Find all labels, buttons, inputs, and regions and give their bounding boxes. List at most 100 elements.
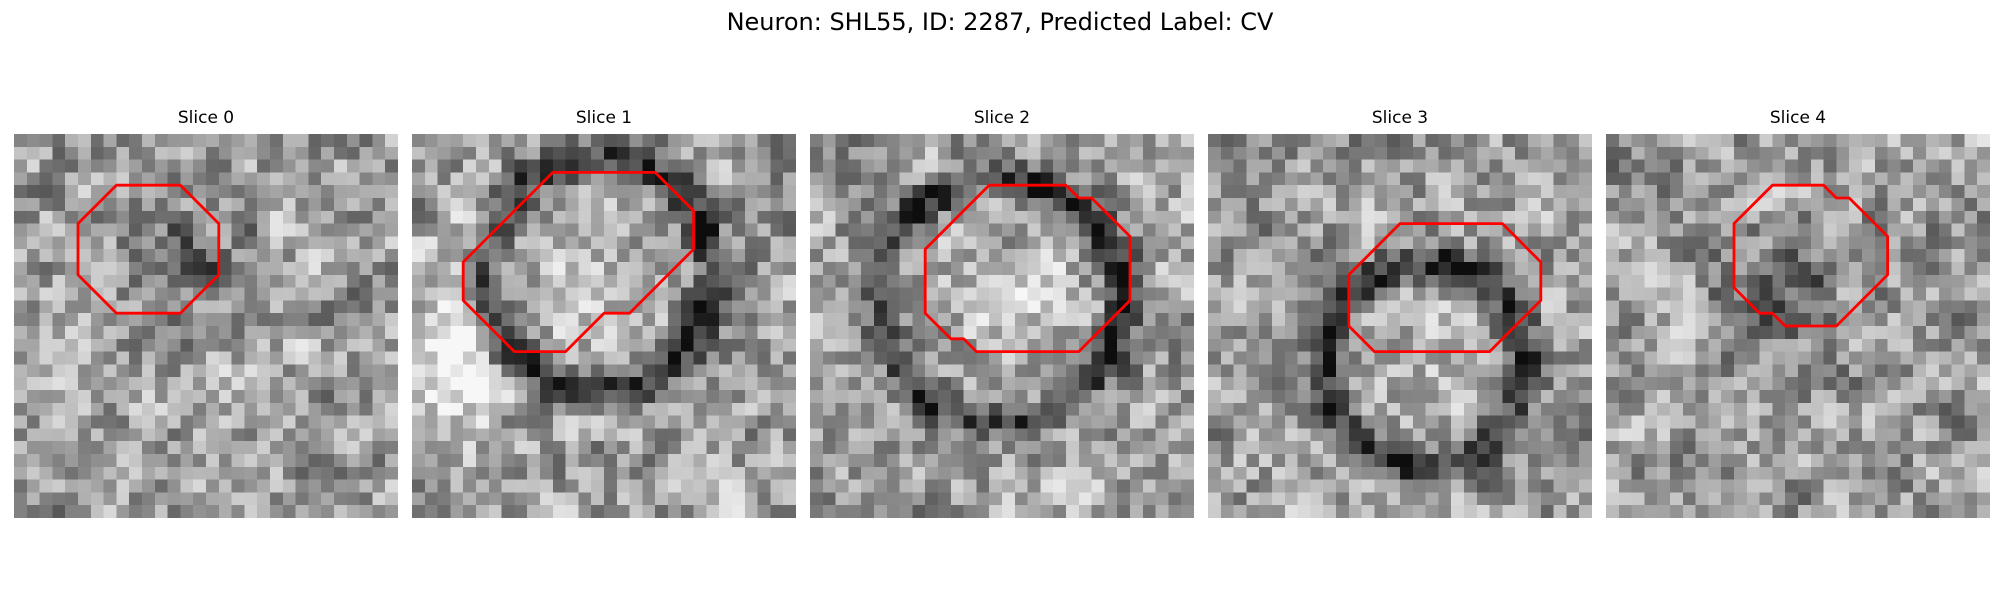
pixel [1798, 236, 1812, 250]
pixel [861, 249, 875, 263]
pixel [1849, 505, 1863, 518]
pixel [744, 274, 758, 288]
pixel [835, 249, 849, 263]
pixel [244, 505, 258, 518]
pixel [1849, 377, 1863, 391]
pixel [346, 338, 360, 352]
pixel [1412, 441, 1426, 455]
pixel [295, 313, 309, 327]
pixel [359, 210, 373, 224]
pixel [591, 402, 605, 416]
pixel [321, 300, 335, 314]
pixel [770, 223, 784, 237]
pixel [874, 287, 888, 301]
pixel [1489, 236, 1503, 250]
pixel [1451, 313, 1465, 327]
pixel [1272, 223, 1286, 237]
contour-outline [1732, 183, 1890, 328]
pixel [1836, 262, 1850, 276]
pixel [1759, 479, 1773, 493]
pixel [976, 249, 990, 263]
pixel [1053, 198, 1067, 212]
pixel [346, 223, 360, 237]
pixel [655, 415, 669, 429]
pixel [282, 454, 296, 468]
pixel [334, 479, 348, 493]
pixel [308, 505, 322, 518]
pixel [103, 262, 117, 276]
pixel [1785, 300, 1799, 314]
pixel [1002, 364, 1016, 378]
pixel [1964, 415, 1978, 429]
slice-panel-4: Slice 4 [1606, 108, 1990, 518]
pixel [372, 313, 386, 327]
pixel [244, 249, 258, 263]
pixel [1759, 134, 1773, 148]
pixel [52, 402, 66, 416]
pixel [1220, 313, 1234, 327]
pixel [989, 159, 1003, 173]
pixel [706, 159, 720, 173]
pixel [1078, 402, 1092, 416]
pixel [1142, 377, 1156, 391]
pixel [899, 338, 913, 352]
pixel [552, 492, 566, 506]
pixel [1540, 377, 1554, 391]
pixel [1400, 287, 1414, 301]
pixel [861, 185, 875, 199]
pixel [295, 338, 309, 352]
pixel [810, 479, 824, 493]
pixel [950, 428, 964, 442]
pixel [1631, 390, 1645, 404]
pixel [1670, 223, 1684, 237]
pixel [1336, 466, 1350, 480]
pixel [1657, 300, 1671, 314]
pixel [90, 223, 104, 237]
pixel [1695, 249, 1709, 263]
pixel [693, 210, 707, 224]
pixel [1682, 262, 1696, 276]
pixel [1181, 262, 1194, 276]
pixel [1746, 210, 1760, 224]
pixel [1862, 415, 1876, 429]
pixel [1502, 236, 1516, 250]
pixel [655, 492, 669, 506]
pixel [52, 249, 66, 263]
pixel [1142, 479, 1156, 493]
pixel [39, 198, 53, 212]
pixel [1451, 300, 1465, 314]
pixel [616, 364, 630, 378]
pixel [835, 287, 849, 301]
pixel [218, 441, 232, 455]
pixel [1746, 159, 1760, 173]
pixel [616, 492, 630, 506]
pixel [540, 249, 554, 263]
pixel [783, 402, 796, 416]
pixel [372, 185, 386, 199]
pixel [321, 249, 335, 263]
pixel [372, 402, 386, 416]
pixel [976, 134, 990, 148]
pixel [1233, 313, 1247, 327]
pixel [899, 390, 913, 404]
pixel [680, 402, 694, 416]
pixel [989, 364, 1003, 378]
pixel [1836, 364, 1850, 378]
pixel [206, 505, 220, 518]
pixel [1027, 338, 1041, 352]
pixel [1272, 364, 1286, 378]
pixel [835, 454, 849, 468]
pixel [693, 364, 707, 378]
pixel [1168, 466, 1182, 480]
pixel [1400, 402, 1414, 416]
pixel [925, 492, 939, 506]
pixel [1874, 454, 1888, 468]
pixel [1606, 326, 1620, 340]
pixel [1374, 262, 1388, 276]
pixel [642, 390, 656, 404]
pixel [1759, 223, 1773, 237]
pixel [822, 466, 836, 480]
pixel [899, 454, 913, 468]
pixel [359, 300, 373, 314]
pixel [565, 159, 579, 173]
